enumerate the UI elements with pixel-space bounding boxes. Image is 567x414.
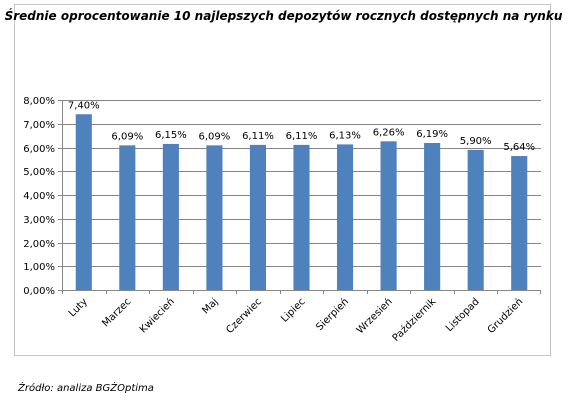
bars xyxy=(75,114,528,290)
chart-frame xyxy=(14,4,551,356)
bar xyxy=(380,141,397,290)
data-labels: 7,40% 6,09% 6,15% 6,09% 6,11% 6,11% 6,13% 6,26%… xyxy=(68,100,535,153)
bar xyxy=(75,114,92,290)
x-tick-label: Lipiec xyxy=(279,296,307,324)
bar xyxy=(511,156,528,290)
x-tick-label: Kwiecień xyxy=(137,296,177,336)
x-tick-label: Maj xyxy=(200,296,220,316)
data-label: 7,40% xyxy=(68,100,100,111)
y-tick-label: 5,00% xyxy=(23,167,55,178)
y-tick-label: 4,00% xyxy=(23,191,55,202)
data-label: 6,11% xyxy=(286,131,318,142)
bar xyxy=(467,149,484,290)
x-tick-label: Marzec xyxy=(100,296,133,329)
source-note: Źródło: analiza BGŻOptima xyxy=(18,383,154,394)
data-label: 6,26% xyxy=(373,127,405,138)
axes xyxy=(58,100,541,294)
data-label: 6,15% xyxy=(155,130,187,141)
x-tick-label: Czerwiec xyxy=(224,296,264,336)
x-tick-label: Październik xyxy=(390,295,438,343)
y-tick-label: 3,00% xyxy=(23,215,55,226)
y-tick-label: 2,00% xyxy=(23,239,55,250)
x-tick-label: Luty xyxy=(67,296,90,319)
data-label: 6,19% xyxy=(416,129,448,140)
bar xyxy=(293,144,310,290)
chart-title: Średnie oprocentowanie 10 najlepszych de… xyxy=(4,9,563,23)
data-label: 5,64% xyxy=(503,142,535,153)
x-axis-tick-labels: Luty Marzec Kwiecień Maj Czerwiec Lipiec Sierp… xyxy=(67,295,525,343)
bar xyxy=(336,144,354,290)
bar xyxy=(424,142,441,290)
x-tick-label: Grudzień xyxy=(485,296,525,336)
y-tick-label: 7,00% xyxy=(23,120,55,131)
y-tick-label: 8,00% xyxy=(23,96,55,107)
bar xyxy=(119,145,136,290)
x-tick-label: Wrzesień xyxy=(354,296,395,337)
y-tick-label: 0,00% xyxy=(23,286,55,297)
y-tick-label: 6,00% xyxy=(23,144,55,155)
y-axis-tick-labels: 0,00% 1,00% 2,00% 3,00% 4,00% 5,00% 6,00% 7,00%… xyxy=(23,96,55,297)
data-label: 6,11% xyxy=(242,131,274,142)
data-label: 6,09% xyxy=(111,131,143,142)
bar xyxy=(249,144,267,290)
x-tick-label: Sierpień xyxy=(314,296,351,333)
data-label: 6,09% xyxy=(199,131,231,142)
bar xyxy=(162,143,179,290)
x-tick-label: Listopad xyxy=(444,296,482,334)
data-label: 6,13% xyxy=(329,130,361,141)
bar xyxy=(206,145,223,290)
data-label: 5,90% xyxy=(460,136,492,147)
y-tick-label: 1,00% xyxy=(23,262,55,273)
